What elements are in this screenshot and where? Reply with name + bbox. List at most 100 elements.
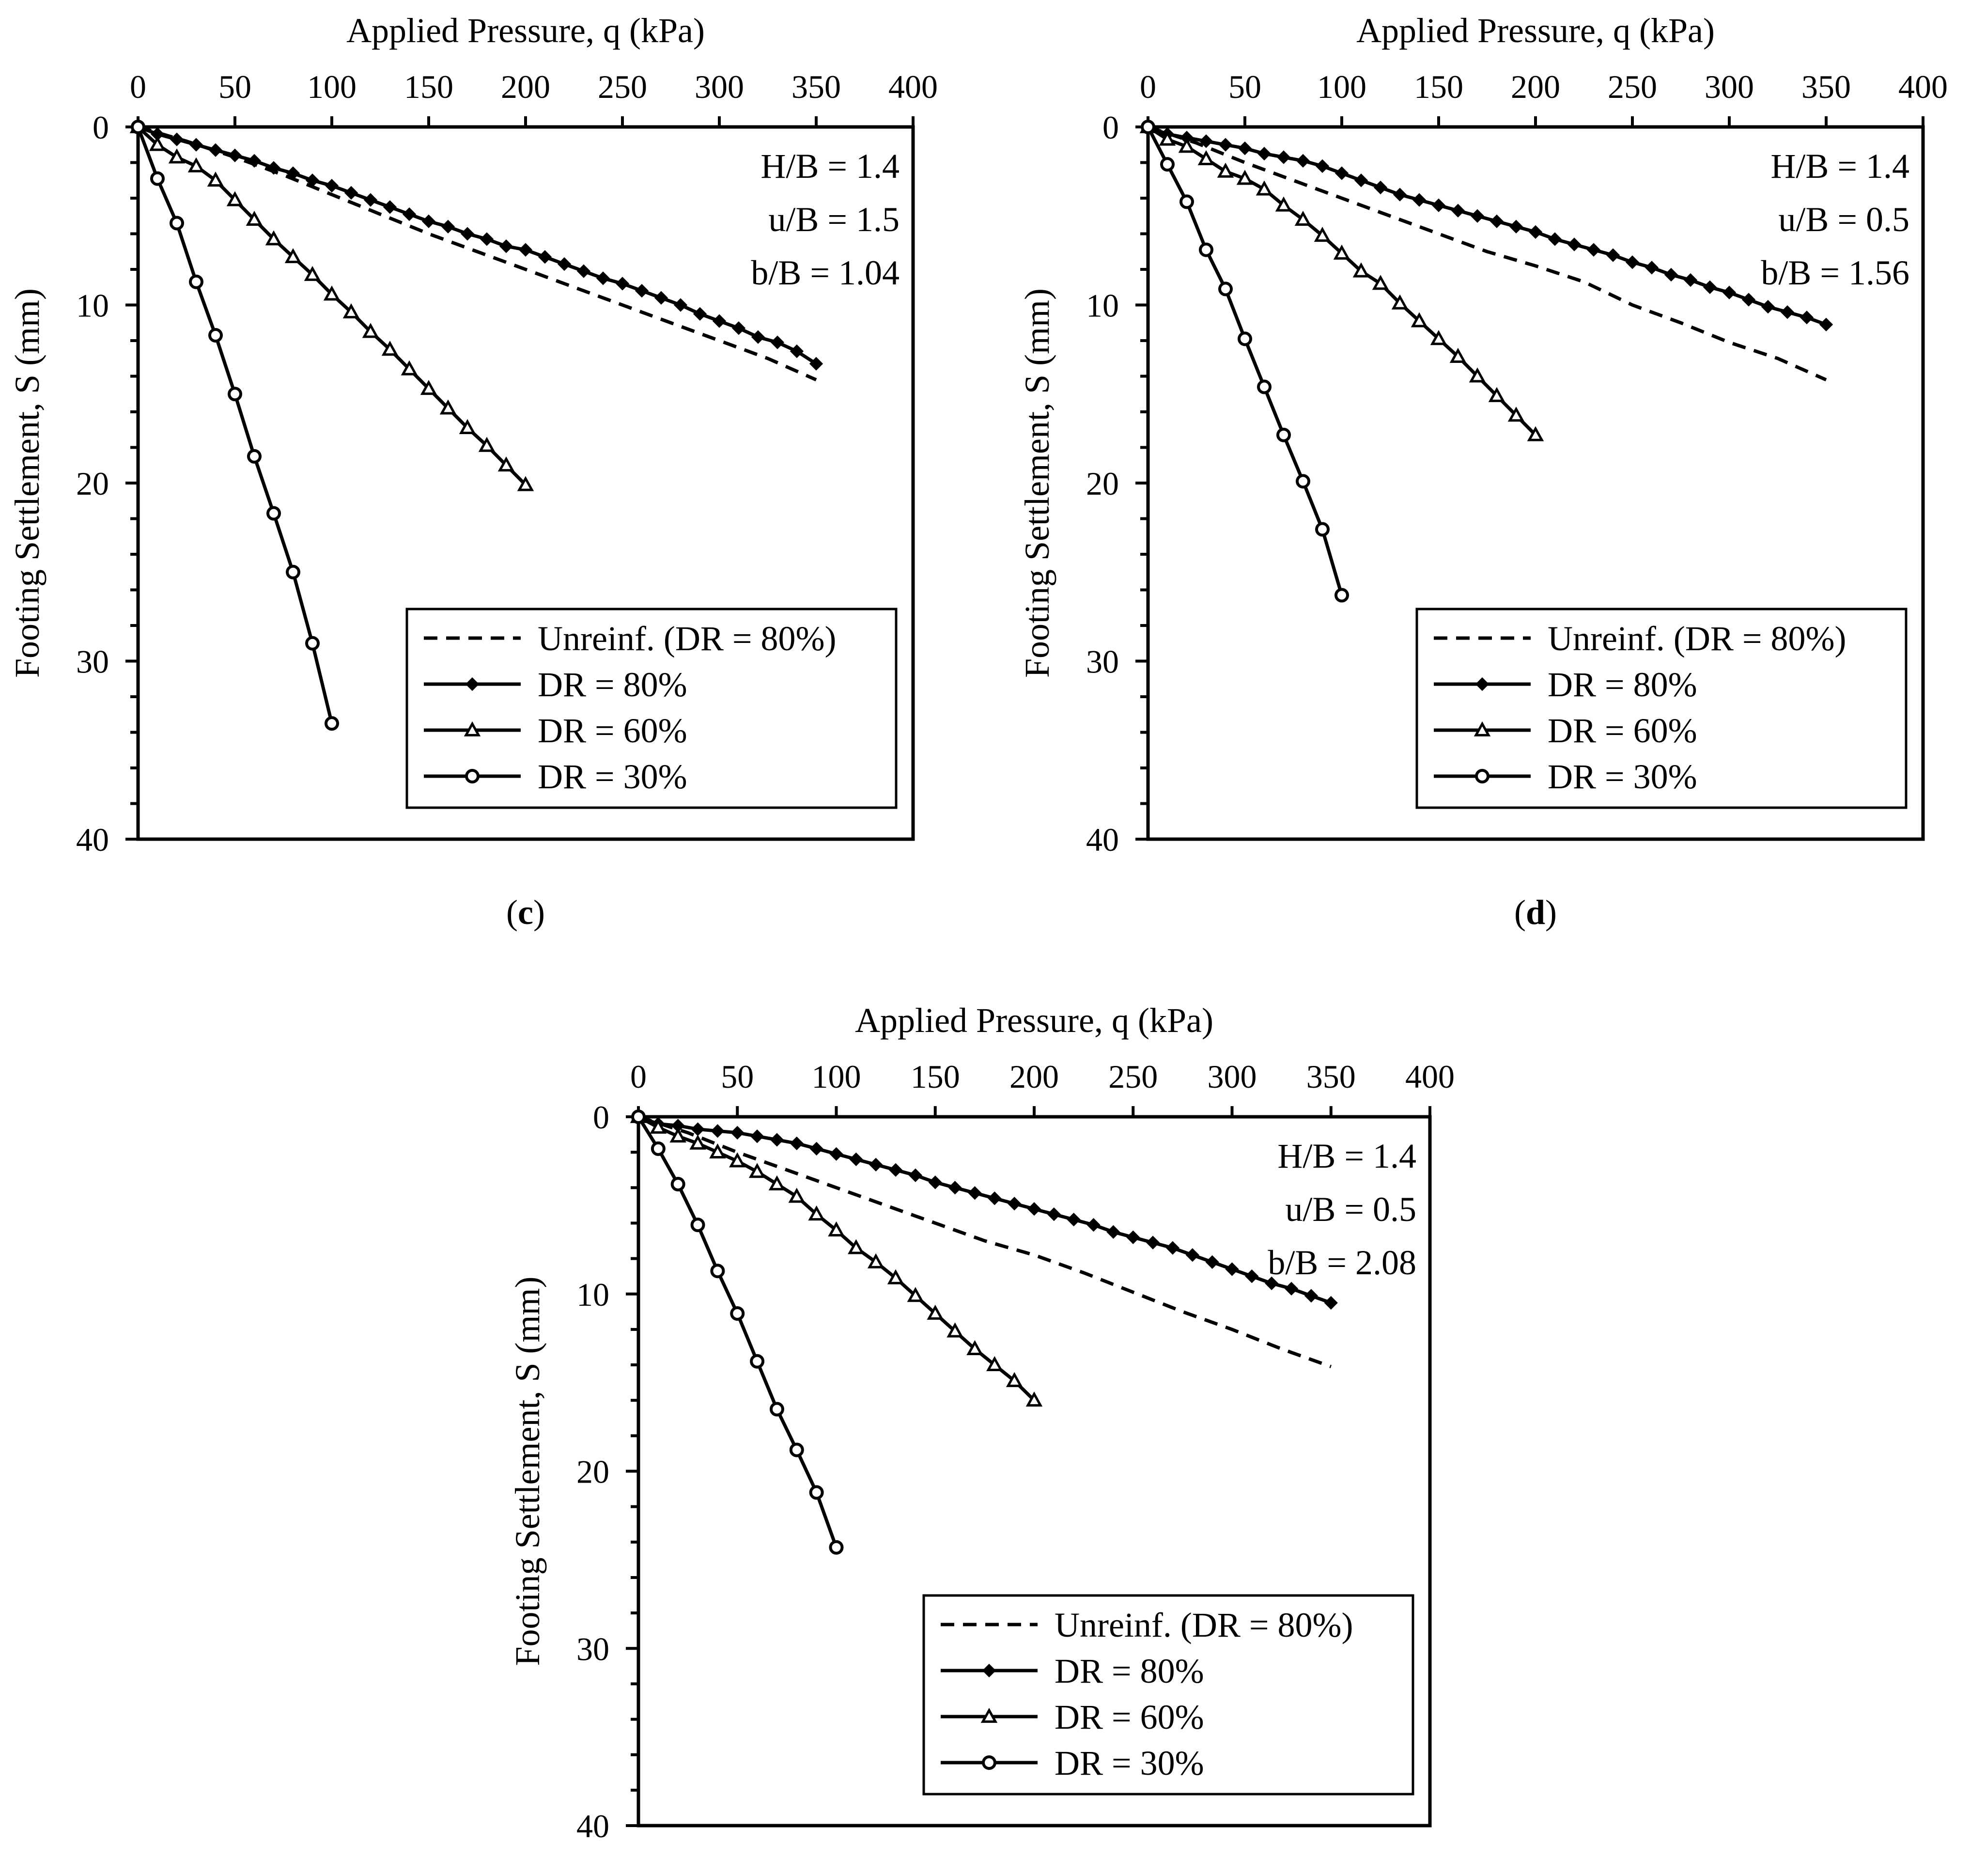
panel-label-letter: c [518, 893, 533, 932]
data-point-diamond [1106, 1225, 1120, 1239]
data-point-diamond [1664, 267, 1678, 282]
data-point-circle [247, 449, 262, 464]
legend-label: DR = 80% [1055, 1652, 1204, 1690]
x-tick-label: 300 [695, 68, 744, 105]
legend-label: DR = 30% [1548, 757, 1697, 796]
data-point-circle [730, 1306, 745, 1321]
data-point-triangle [497, 456, 515, 472]
data-point-triangle [1411, 312, 1428, 328]
y-tick-label: 0 [93, 109, 109, 146]
data-point-diamond [1296, 154, 1310, 168]
data-point-diamond [596, 271, 610, 285]
series-line-circle [637, 1116, 838, 1548]
data-point-triangle [867, 1253, 884, 1268]
data-point-triangle [1507, 406, 1525, 422]
data-point-diamond [888, 1163, 903, 1177]
legend-marker-circle [465, 769, 480, 783]
x-tick-label: 250 [1108, 1058, 1158, 1095]
data-point-triangle [342, 303, 360, 319]
data-point-circle [189, 274, 203, 289]
data-point-diamond [1304, 1289, 1319, 1303]
data-point-diamond [1067, 1213, 1081, 1227]
data-point-triangle [478, 437, 496, 452]
y-tick-label: 30 [1086, 643, 1119, 680]
data-point-diamond [363, 193, 378, 207]
x-tick-label: 400 [1405, 1058, 1455, 1095]
panel-label: (d) [1514, 893, 1557, 932]
data-point-diamond [325, 179, 339, 193]
data-point-circle [1179, 194, 1194, 209]
data-point-triangle [459, 419, 476, 434]
y-tick-label: 0 [593, 1099, 609, 1136]
data-point-triangle [168, 148, 186, 164]
legend-label: DR = 80% [538, 665, 687, 704]
data-point-diamond [208, 143, 223, 157]
data-point-circle [150, 171, 165, 186]
data-point-diamond [1625, 255, 1640, 269]
x-tick-label: 350 [1306, 1058, 1356, 1095]
data-point-diamond [1225, 1262, 1239, 1276]
data-point-diamond [790, 1136, 804, 1150]
y-tick-label: 20 [1086, 465, 1119, 502]
data-point-triangle [768, 1175, 786, 1190]
data-point-circle [670, 1176, 685, 1191]
data-point-diamond [1800, 311, 1814, 325]
data-point-triangle [689, 1134, 706, 1150]
x-tick-label: 100 [307, 68, 357, 105]
data-point-diamond [1393, 188, 1407, 202]
data-point-diamond [1548, 232, 1562, 246]
data-point-diamond [305, 173, 320, 188]
data-point-triangle [1275, 196, 1292, 212]
data-point-diamond [615, 277, 630, 291]
data-point-diamond [576, 264, 591, 278]
data-point-diamond [1008, 1197, 1022, 1211]
data-point-triangle [1256, 180, 1273, 196]
data-point-diamond [1703, 280, 1717, 294]
data-point-circle [1276, 427, 1291, 442]
data-point-diamond [654, 291, 668, 305]
data-point-diamond [266, 161, 281, 175]
panel-label-open: ( [506, 893, 518, 932]
data-point-triangle [187, 157, 205, 172]
y-tick-label: 40 [1086, 821, 1119, 858]
x-tick-label: 50 [218, 68, 251, 105]
y-axis-title: Footing Settlement, S (mm) [8, 288, 47, 678]
data-point-triangle [1430, 330, 1447, 345]
data-point-diamond [1027, 1202, 1041, 1216]
data-point-triangle [1469, 367, 1486, 383]
data-point-circle [305, 636, 320, 651]
data-point-diamond [1334, 166, 1349, 180]
data-point-triangle [1372, 275, 1389, 290]
data-point-diamond [1567, 237, 1582, 251]
annotation: b/B = 1.56 [1761, 253, 1909, 292]
data-point-diamond [1722, 285, 1737, 299]
x-tick-label: 150 [1414, 68, 1463, 105]
data-point-triangle [907, 1287, 924, 1302]
annotation: b/B = 1.04 [751, 253, 900, 292]
data-point-diamond [1315, 159, 1330, 173]
x-tick-label: 100 [1317, 68, 1366, 105]
x-tick-label: 350 [791, 68, 841, 105]
data-point-circle [131, 120, 145, 134]
x-tick-label: 0 [130, 68, 146, 105]
data-point-diamond [1412, 193, 1427, 207]
data-point-circle [1141, 120, 1155, 134]
data-point-circle [829, 1540, 844, 1555]
y-tick-label: 20 [76, 465, 109, 502]
data-point-triangle [946, 1322, 963, 1338]
annotation: u/B = 0.5 [1285, 1190, 1416, 1229]
data-point-triangle [1217, 162, 1234, 178]
data-point-triangle [1294, 210, 1312, 226]
legend-label: DR = 60% [1055, 1698, 1204, 1736]
data-point-triangle [887, 1269, 904, 1284]
data-point-triangle [1527, 426, 1544, 441]
data-point-diamond [988, 1191, 1002, 1205]
data-point-diamond [730, 1126, 745, 1140]
data-point-diamond [968, 1186, 982, 1200]
data-point-circle [1334, 588, 1349, 603]
x-tick-label: 400 [1898, 68, 1948, 105]
data-point-triangle [729, 1152, 746, 1168]
data-point-triangle [669, 1127, 686, 1143]
data-point-diamond [1470, 209, 1485, 223]
data-point-triangle [1352, 262, 1370, 278]
